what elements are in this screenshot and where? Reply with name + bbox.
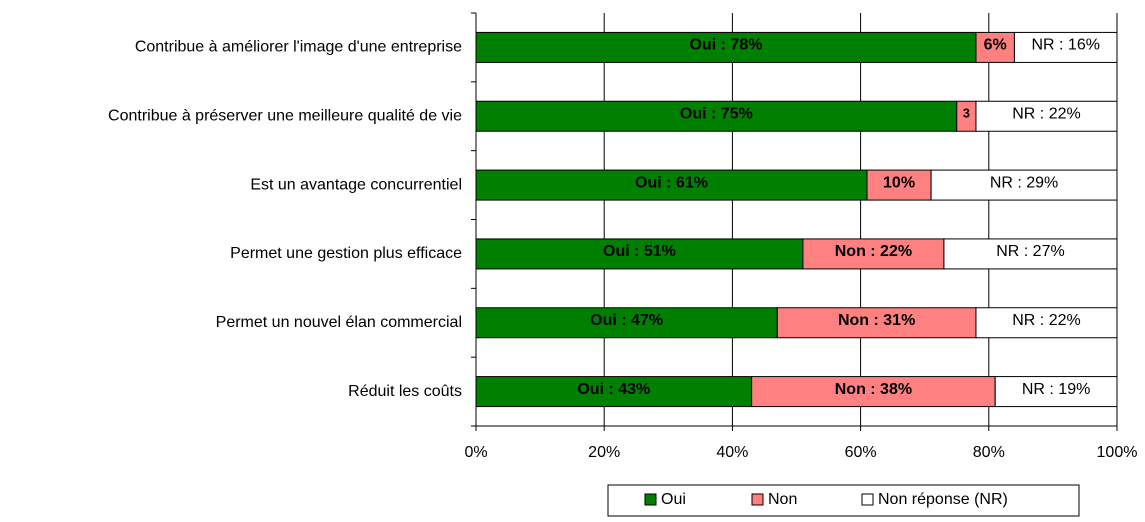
bar-segment <box>802 238 945 270</box>
data-label: Oui : 47% <box>590 312 663 329</box>
data-label: Oui : 43% <box>577 381 650 398</box>
legend-box <box>607 484 1080 517</box>
bar-segment <box>994 376 1118 408</box>
data-label: NR : 16% <box>1031 37 1099 54</box>
legend-label: Non réponse (NR) <box>878 491 1008 508</box>
x-tick-label: 100% <box>1097 444 1138 461</box>
data-label: NR : 27% <box>996 243 1064 260</box>
category-label: Permet un nouvel élan commercial <box>216 314 462 331</box>
data-label: 3 <box>963 106 970 121</box>
bar-segment <box>1013 31 1118 63</box>
legend: Oui Non Non réponse (NR) <box>607 484 1080 517</box>
bar-segment <box>475 376 753 408</box>
legend-label: Non <box>768 491 797 508</box>
x-tick-label: 0% <box>464 444 487 461</box>
bar-segment <box>776 307 977 339</box>
bar-segment <box>751 376 996 408</box>
data-label: Non : 31% <box>838 312 915 329</box>
data-label: NR : 22% <box>1012 312 1080 329</box>
bar-segment <box>866 169 932 201</box>
bar-segment <box>475 238 804 270</box>
category-label: Réduit les coûts <box>348 383 462 400</box>
data-label: Non : 22% <box>835 243 912 260</box>
legend-swatch <box>751 493 764 506</box>
bar-segment <box>930 169 1118 201</box>
x-tick-label: 80% <box>973 444 1005 461</box>
bar-segment <box>475 307 778 339</box>
category-label: Permet une gestion plus efficace <box>230 245 462 262</box>
data-label: Non : 38% <box>835 381 912 398</box>
data-label: Oui : 78% <box>690 37 763 54</box>
x-tick-label: 40% <box>716 444 748 461</box>
data-label: NR : 19% <box>1022 381 1090 398</box>
data-label: Oui : 61% <box>635 174 708 191</box>
bar-segment <box>475 169 868 201</box>
data-label: Oui : 51% <box>603 243 676 260</box>
bar-segment <box>943 238 1118 270</box>
data-label: 10% <box>883 174 915 191</box>
data-label: NR : 22% <box>1012 105 1080 122</box>
legend-swatch <box>861 493 874 506</box>
category-label: Est un avantage concurrentiel <box>250 176 462 193</box>
bar-segment <box>975 307 1118 339</box>
legend-label: Oui <box>661 491 686 508</box>
bar-segment <box>975 100 1118 132</box>
bar-segment <box>975 31 1015 63</box>
data-label: Oui : 75% <box>680 105 753 122</box>
category-label: Contribue à préserver une meilleure qual… <box>108 107 462 124</box>
bar-segment <box>475 31 977 63</box>
category-label: Contribue à améliorer l'image d'une entr… <box>135 39 462 56</box>
x-tick-label: 60% <box>845 444 877 461</box>
data-label: 6% <box>984 37 1007 54</box>
data-label: NR : 29% <box>990 174 1058 191</box>
x-tick-label: 20% <box>588 444 620 461</box>
legend-swatch <box>644 493 657 506</box>
